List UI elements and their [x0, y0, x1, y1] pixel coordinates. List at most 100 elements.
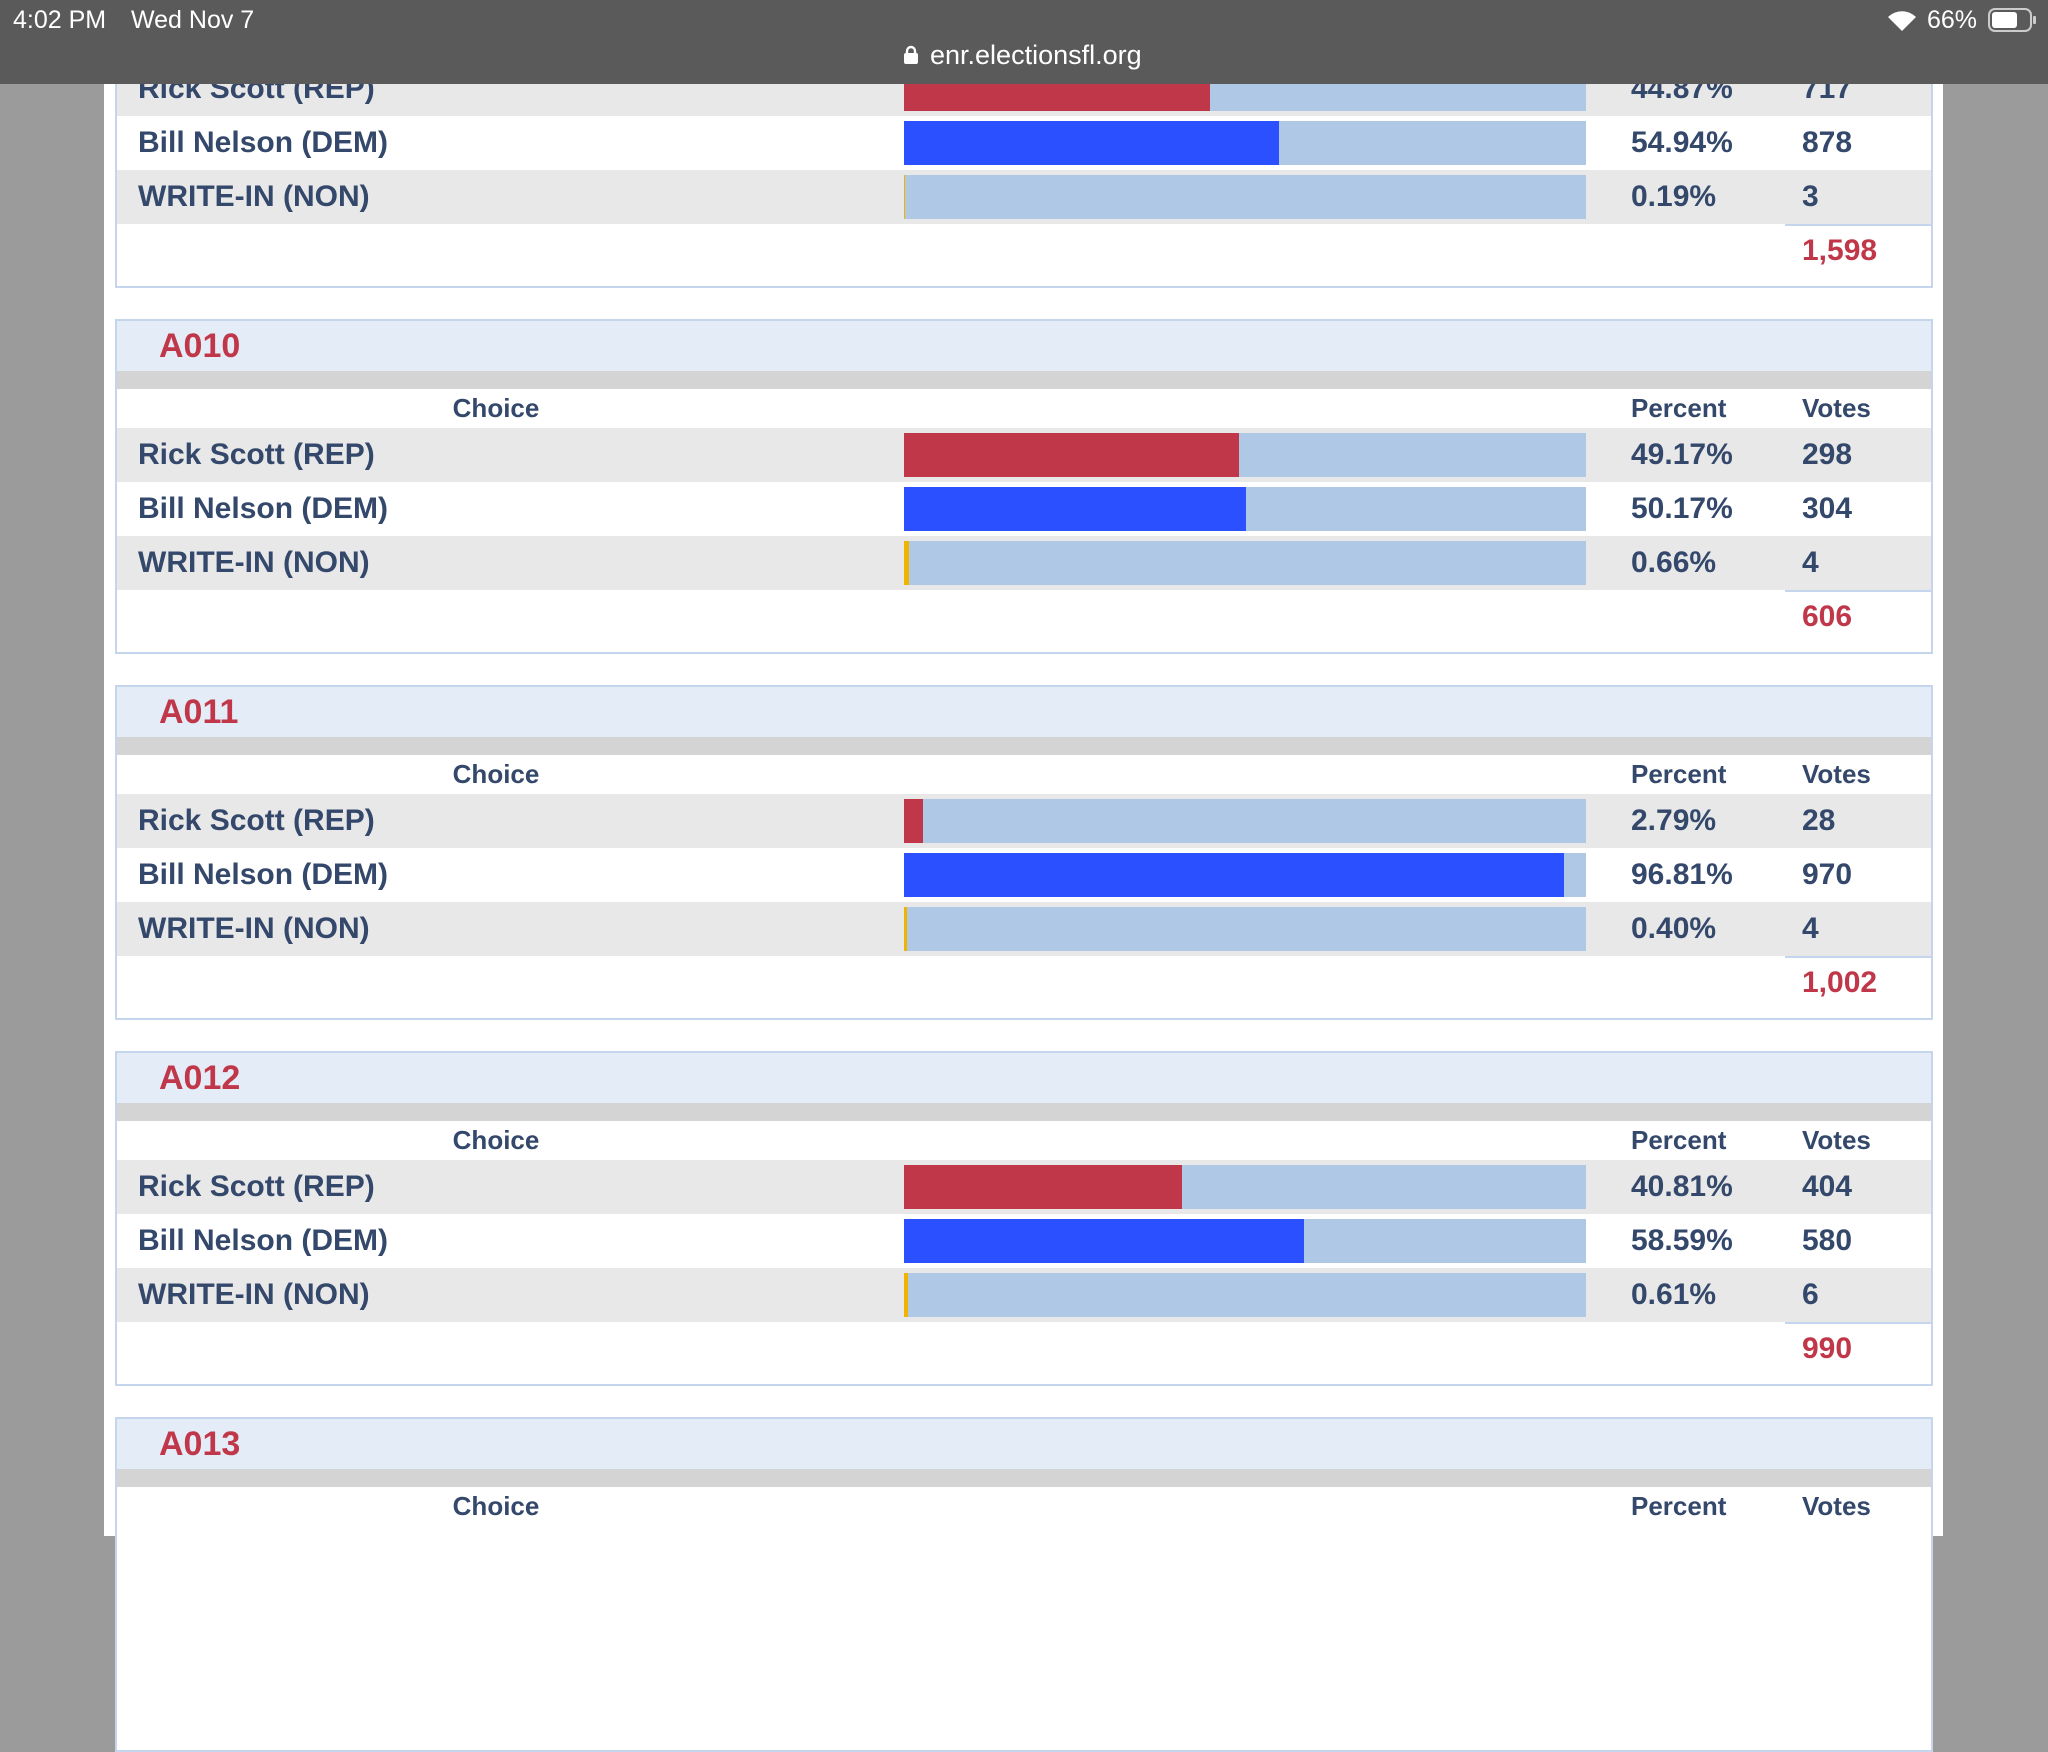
result-row: WRITE-IN (NON) 0.66% 4	[117, 536, 1931, 590]
percent: 2.79%	[1631, 804, 1717, 837]
total-rule	[1785, 590, 1932, 592]
total-rule	[1785, 224, 1932, 226]
bar	[904, 487, 1247, 531]
votes: 3	[1802, 180, 1819, 213]
precinct-block: A012 Choice Percent Votes Rick Scott (REP) 40…	[115, 1051, 1933, 1386]
percent: 0.19%	[1631, 180, 1717, 213]
percent: 50.17%	[1631, 492, 1733, 525]
choice-name: Rick Scott (REP)	[138, 1170, 375, 1203]
result-row: Rick Scott (REP) 49.17% 298	[117, 428, 1931, 482]
bar	[904, 853, 1565, 897]
total-votes: 1,598	[1802, 234, 1878, 267]
votes-header: Votes	[1802, 759, 1871, 789]
votes-header: Votes	[1802, 1491, 1871, 1521]
votes: 580	[1802, 1224, 1853, 1257]
choice-header: Choice	[452, 759, 540, 789]
precinct-name: A010	[159, 327, 241, 365]
result-row: Rick Scott (REP) 2.79% 28	[117, 794, 1931, 848]
result-row: Bill Nelson (DEM) 58.59% 580	[117, 1214, 1931, 1268]
result-row: Bill Nelson (DEM) 96.81% 970	[117, 848, 1931, 902]
wifi-icon	[1888, 11, 1916, 32]
choice-name: WRITE-IN (NON)	[138, 546, 370, 579]
precinct-block: A010 Choice Percent Votes Rick Scott (REP) 49…	[115, 319, 1933, 654]
result-row: Bill Nelson (DEM) 50.17% 304	[117, 482, 1931, 536]
bar	[904, 175, 906, 219]
result-row: Bill Nelson (DEM) 54.94% 878	[117, 116, 1931, 170]
votes: 878	[1802, 126, 1853, 159]
result-row: Rick Scott (REP) 40.81% 404	[117, 1160, 1931, 1214]
result-row: WRITE-IN (NON) 0.40% 4	[117, 902, 1931, 956]
votes-header: Votes	[1802, 393, 1871, 423]
total-rule	[1785, 1322, 1932, 1324]
percent: 54.94%	[1631, 126, 1733, 159]
bar	[904, 907, 907, 951]
votes: 304	[1802, 492, 1853, 525]
votes: 4	[1802, 912, 1819, 945]
votes: 970	[1802, 858, 1853, 891]
votes-header: Votes	[1802, 1125, 1871, 1155]
percent: 49.17%	[1631, 438, 1733, 471]
precinct-header: A011	[117, 687, 1931, 737]
status-bar: 4:02 PM Wed Nov 7 enr.electionsfl.org 66…	[0, 0, 2048, 84]
percent-header: Percent	[1631, 1125, 1727, 1155]
choice-name: Bill Nelson (DEM)	[138, 126, 389, 159]
bar-track	[904, 487, 1586, 531]
bar	[904, 1219, 1304, 1263]
header-strip	[117, 1469, 1931, 1487]
choice-name: Bill Nelson (DEM)	[138, 492, 389, 525]
lock-icon	[904, 45, 918, 64]
result-row: WRITE-IN (NON) 0.61% 6	[117, 1268, 1931, 1322]
percent: 58.59%	[1631, 1224, 1733, 1257]
precinct-block: A011 Choice Percent Votes Rick Scott (REP) 2.…	[115, 685, 1933, 1020]
time: 4:02 PM	[13, 6, 107, 34]
precinct-header: A010	[117, 321, 1931, 371]
choice-name: WRITE-IN (NON)	[138, 180, 370, 213]
choice-header: Choice	[452, 393, 540, 423]
battery-icon	[1988, 8, 2036, 32]
header-strip	[117, 1103, 1931, 1121]
percent-header: Percent	[1631, 393, 1727, 423]
votes: 6	[1802, 1278, 1819, 1311]
bar	[904, 1165, 1183, 1209]
total-rule	[1785, 956, 1932, 958]
bar-track	[904, 1273, 1586, 1317]
bar-track	[904, 175, 1586, 219]
percent: 96.81%	[1631, 858, 1733, 891]
precinct-block: A013 Choice Percent Votes	[115, 1417, 1933, 1752]
total-votes: 606	[1802, 600, 1853, 633]
choice-name: Bill Nelson (DEM)	[138, 1224, 389, 1257]
date: Wed Nov 7	[131, 6, 255, 34]
choice-name: WRITE-IN (NON)	[138, 912, 370, 945]
precinct-name: A011	[159, 693, 239, 731]
precinct-header: A012	[117, 1053, 1931, 1103]
battery-level: 66%	[1927, 6, 1978, 34]
bar-track	[904, 541, 1586, 585]
bar	[904, 121, 1279, 165]
votes: 298	[1802, 438, 1853, 471]
choice-name: Rick Scott (REP)	[138, 438, 375, 471]
bar	[904, 541, 909, 585]
choice-header: Choice	[452, 1491, 540, 1521]
url[interactable]: enr.electionsfl.org	[930, 40, 1142, 70]
choice-name: Bill Nelson (DEM)	[138, 858, 389, 891]
percent-header: Percent	[1631, 759, 1727, 789]
precinct-header: A013	[117, 1419, 1931, 1469]
header-strip	[117, 371, 1931, 389]
bar-track	[904, 433, 1586, 477]
total-votes: 990	[1802, 1332, 1853, 1365]
bar-track	[904, 853, 1586, 897]
bar-track	[904, 799, 1586, 843]
percent: 0.40%	[1631, 912, 1717, 945]
bar-track	[904, 1219, 1586, 1263]
choice-name: Rick Scott (REP)	[138, 804, 375, 837]
bar-track	[904, 1165, 1586, 1209]
choice-header: Choice	[452, 1125, 540, 1155]
percent: 0.66%	[1631, 546, 1717, 579]
header-strip	[117, 737, 1931, 755]
percent: 0.61%	[1631, 1278, 1717, 1311]
result-row: WRITE-IN (NON) 0.19% 3	[117, 170, 1931, 224]
bar	[904, 1273, 909, 1317]
total-votes: 1,002	[1802, 966, 1878, 999]
votes: 404	[1802, 1170, 1853, 1203]
